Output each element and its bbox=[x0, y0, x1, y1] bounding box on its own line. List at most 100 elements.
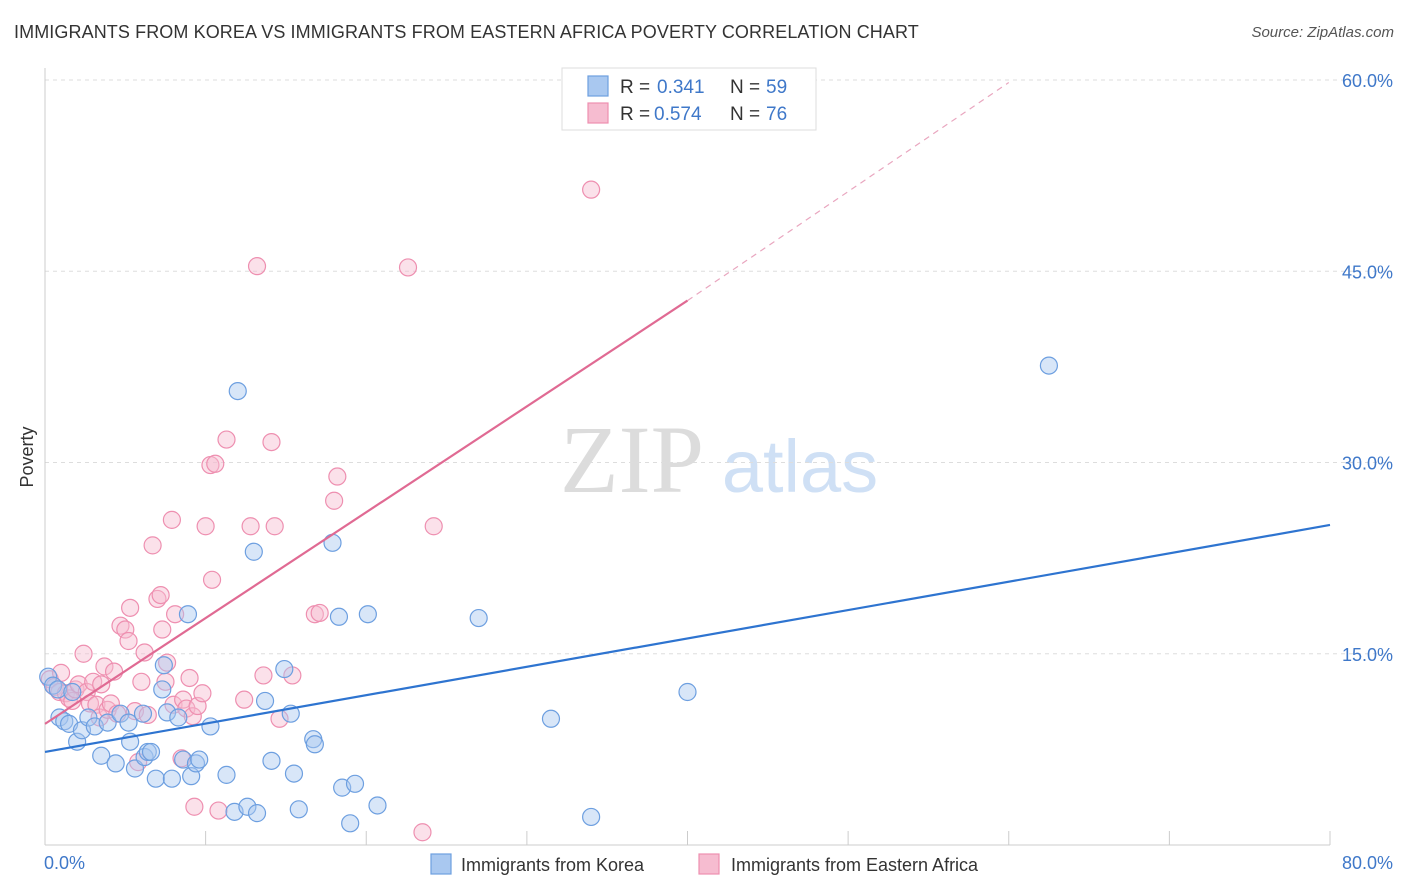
korea-point bbox=[63, 682, 82, 702]
korea-point bbox=[55, 712, 74, 731]
africa-point bbox=[119, 631, 138, 651]
y-tick-label: 30.0% bbox=[1342, 454, 1393, 474]
bottom-legend-swatch-africa bbox=[698, 853, 720, 875]
y-tick-label: 45.0% bbox=[1342, 262, 1393, 282]
korea-point bbox=[341, 814, 360, 833]
korea-point bbox=[169, 708, 188, 727]
legend-r-value-korea: 0.341 bbox=[657, 77, 705, 98]
korea-point bbox=[275, 659, 294, 679]
korea-point bbox=[255, 691, 275, 711]
korea-point bbox=[305, 735, 324, 754]
africa-point bbox=[95, 657, 114, 676]
africa-point bbox=[193, 684, 212, 703]
africa-point bbox=[217, 430, 236, 449]
legend-n-label-africa: N = bbox=[730, 104, 760, 125]
korea-point bbox=[345, 774, 365, 793]
africa-point bbox=[121, 598, 140, 617]
korea-point bbox=[469, 608, 488, 628]
africa-point bbox=[74, 644, 93, 663]
korea-point bbox=[1039, 356, 1059, 375]
africa-point bbox=[413, 823, 432, 842]
africa-point bbox=[328, 467, 347, 486]
africa-point bbox=[398, 258, 418, 277]
watermark-atlas: atlas bbox=[722, 425, 878, 508]
korea-point bbox=[323, 533, 342, 552]
x-tick-label: 80.0% bbox=[1342, 853, 1393, 873]
korea-point bbox=[146, 769, 165, 788]
africa-point bbox=[241, 517, 260, 536]
korea-point bbox=[141, 742, 161, 762]
africa-point bbox=[153, 620, 172, 639]
africa-point bbox=[196, 517, 215, 536]
trend-lines bbox=[44, 82, 1331, 754]
korea-point bbox=[119, 713, 138, 732]
korea-trend-line bbox=[44, 523, 1331, 754]
chart-source: Source: ZipAtlas.com bbox=[1251, 24, 1394, 41]
africa-point bbox=[424, 517, 443, 536]
korea-point bbox=[238, 797, 257, 816]
legend-n-label-korea: N = bbox=[730, 77, 760, 98]
y-tick-label: 60.0% bbox=[1342, 71, 1393, 91]
africa-point bbox=[206, 454, 225, 473]
africa-point bbox=[209, 801, 228, 820]
africa-point bbox=[157, 653, 177, 672]
africa-point bbox=[582, 180, 601, 199]
korea-point bbox=[154, 656, 173, 675]
korea-point bbox=[368, 796, 387, 815]
africa-point bbox=[180, 668, 199, 688]
africa-point bbox=[151, 585, 170, 605]
africa-point bbox=[185, 797, 204, 816]
x-tick-label: 0.0% bbox=[44, 853, 85, 873]
africa-point bbox=[116, 620, 135, 639]
africa-point bbox=[202, 570, 222, 589]
korea-point bbox=[178, 605, 198, 624]
korea-point bbox=[262, 751, 281, 770]
korea-point bbox=[678, 682, 697, 702]
x-tick-labels: 0.0% 80.0% bbox=[44, 853, 1393, 873]
watermark: ZIP atlas bbox=[560, 406, 878, 513]
watermark-zip: ZIP bbox=[560, 406, 704, 513]
korea-point bbox=[153, 680, 172, 699]
africa-point bbox=[132, 672, 151, 691]
bottom-legend-label-africa: Immigrants from Eastern Africa bbox=[731, 855, 979, 875]
africa-point bbox=[265, 517, 284, 536]
legend-n-value-africa: 76 bbox=[766, 104, 787, 125]
legend-r-label-korea: R = bbox=[620, 77, 650, 98]
korea-point bbox=[133, 704, 153, 723]
korea-point bbox=[106, 754, 125, 773]
africa-point bbox=[166, 605, 185, 624]
africa-trend-extension bbox=[687, 82, 1010, 302]
korea-point bbox=[329, 607, 349, 626]
legend-swatch-korea bbox=[587, 75, 609, 97]
chart-title: IMMIGRANTS FROM KOREA VS IMMIGRANTS FROM… bbox=[14, 22, 919, 42]
korea-point bbox=[98, 713, 117, 732]
korea-point bbox=[190, 750, 209, 769]
korea-point bbox=[284, 764, 304, 783]
africa-point bbox=[262, 433, 281, 452]
africa-point bbox=[247, 257, 267, 276]
legend-r-label-africa: R = bbox=[620, 104, 650, 125]
korea-point bbox=[289, 800, 308, 819]
korea-points bbox=[39, 356, 1059, 833]
africa-point bbox=[162, 510, 181, 529]
legend-r-value-africa: 0.574 bbox=[654, 104, 702, 125]
korea-point bbox=[228, 382, 247, 401]
korea-point bbox=[157, 703, 177, 722]
legend-n-value-korea: 59 bbox=[766, 77, 787, 98]
korea-point bbox=[39, 667, 58, 686]
legend-box: R = 0.341 N = 59 R = 0.574 N = 76 bbox=[561, 67, 817, 131]
y-axis-label: Poverty bbox=[17, 426, 37, 487]
africa-trend-line bbox=[44, 299, 689, 725]
y-tick-label: 15.0% bbox=[1342, 645, 1393, 665]
korea-point bbox=[92, 746, 111, 765]
bottom-legend-swatch-korea bbox=[430, 853, 452, 875]
korea-point bbox=[541, 709, 561, 728]
korea-point bbox=[201, 717, 220, 736]
africa-point bbox=[325, 491, 344, 510]
africa-point bbox=[143, 536, 162, 555]
korea-point bbox=[358, 605, 377, 624]
africa-point bbox=[310, 603, 329, 623]
korea-point bbox=[244, 542, 263, 561]
korea-point bbox=[582, 807, 601, 827]
